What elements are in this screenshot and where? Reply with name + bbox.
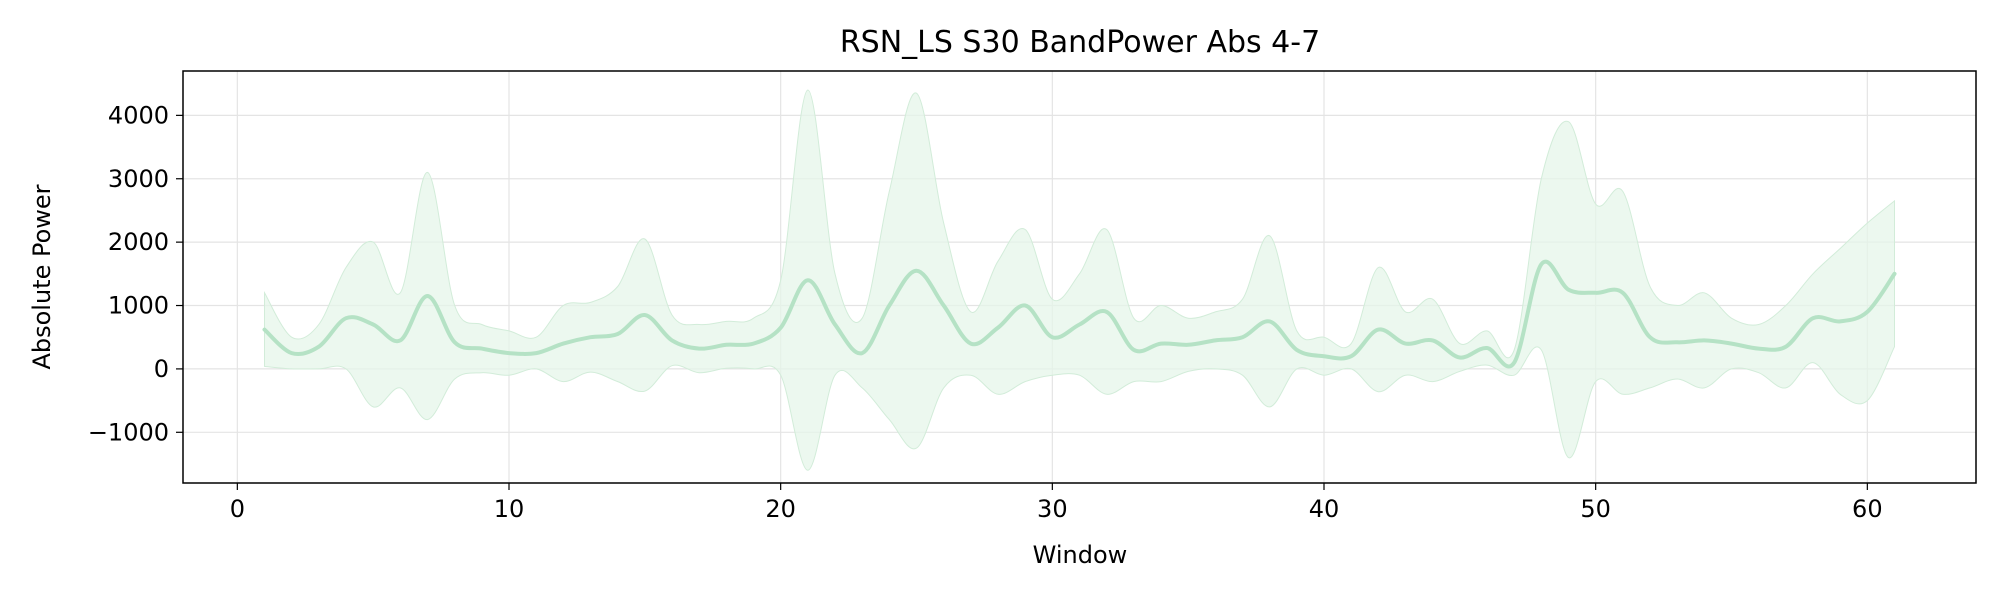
x-tick-label: 40 [1309,495,1340,523]
y-tick-label: 3000 [108,165,169,193]
y-tick-label: 1000 [108,292,169,320]
x-tick-label: 50 [1580,495,1611,523]
band-layer [264,89,1895,471]
x-tick-label: 60 [1852,495,1883,523]
x-tick-label: 20 [765,495,796,523]
x-tick-label: 0 [230,495,245,523]
y-tick-label: 4000 [108,101,169,129]
confidence-band [264,89,1895,471]
x-tick-label: 10 [494,495,525,523]
mean-line [262,259,1897,369]
chart-title: RSN_LS S30 BandPower Abs 4-7 [840,25,1320,60]
y-ticks: −1000 0 1000 2000 3000 4000 [88,101,183,446]
y-axis-label: Absolute Power [28,184,56,369]
y-tick-label: 2000 [108,228,169,256]
x-ticks: 0 10 20 30 40 50 60 [230,483,1883,523]
y-tick-label: −1000 [88,418,169,446]
x-axis-label: Window [1033,541,1128,569]
x-tick-label: 30 [1037,495,1068,523]
line-layer [262,259,1897,369]
y-tick-label: 0 [154,355,169,383]
plot-frame [182,70,1977,484]
